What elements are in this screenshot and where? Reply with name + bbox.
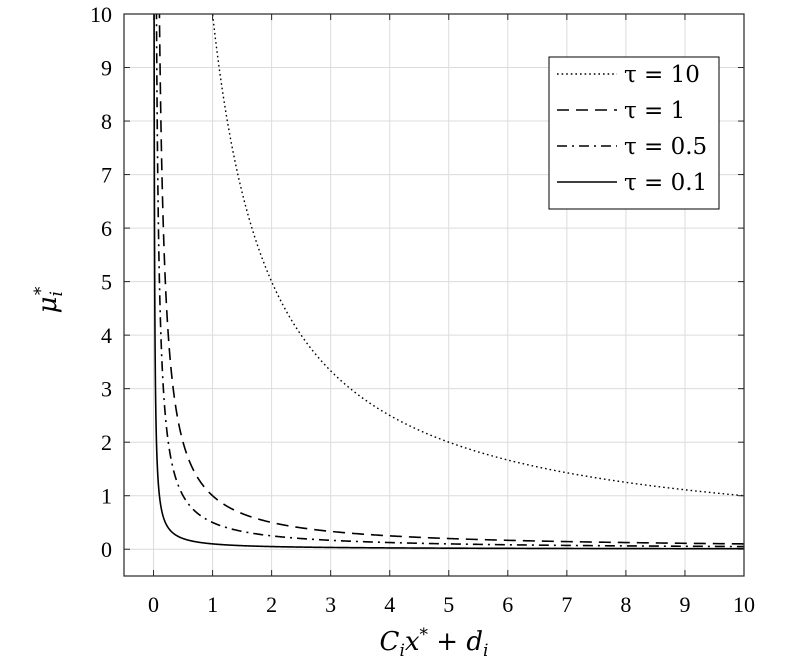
x-tick-label: 3	[325, 592, 336, 617]
legend-label-3: τ = 0.1	[624, 170, 707, 196]
x-tick-label: 2	[266, 592, 277, 617]
x-tick-label: 5	[443, 592, 454, 617]
legend-label-2: τ = 0.5	[624, 134, 707, 160]
series-line-3	[153, 14, 744, 550]
legend-label-0: τ = 10	[624, 62, 700, 88]
legend: τ = 10 τ = 1 τ = 0.5 τ = 0.1	[548, 56, 720, 210]
x-tick-label: 8	[620, 592, 631, 617]
y-tick-label: 4	[101, 323, 112, 348]
y-tick-label: 8	[101, 109, 112, 134]
series-line-0	[211, 14, 744, 497]
series-line-2	[155, 14, 744, 548]
x-tick-label: 7	[561, 592, 572, 617]
x-tick-label: 10	[733, 592, 755, 617]
ticks: 0 1 2 3 4 5 6 7 8 9 10 0 1 2 3 4 5 6 7 8 9 10	[90, 2, 755, 617]
y-tick-label: 10	[90, 2, 112, 27]
y-tick-label: 3	[101, 377, 112, 402]
legend-label-1: τ = 1	[624, 98, 685, 124]
plot-frame	[123, 13, 745, 577]
x-tick-label: 9	[679, 592, 690, 617]
legend-box	[548, 56, 720, 210]
curves	[153, 14, 744, 550]
x-tick-label: 4	[384, 592, 395, 617]
y-tick-label: 5	[101, 270, 112, 295]
x-tick-label: 0	[148, 592, 159, 617]
x-axis-label: Cix* + di	[380, 625, 489, 661]
y-tick-label: 0	[101, 537, 112, 562]
y-tick-label: 9	[101, 56, 112, 81]
y-tick-label: 1	[101, 484, 112, 509]
y-tick-label: 6	[101, 216, 112, 241]
x-tick-label: 1	[207, 592, 218, 617]
y-tick-label: 7	[101, 163, 112, 188]
series-line-1	[158, 14, 744, 545]
x-tick-label: 6	[502, 592, 513, 617]
y-tick-label: 2	[101, 430, 112, 455]
